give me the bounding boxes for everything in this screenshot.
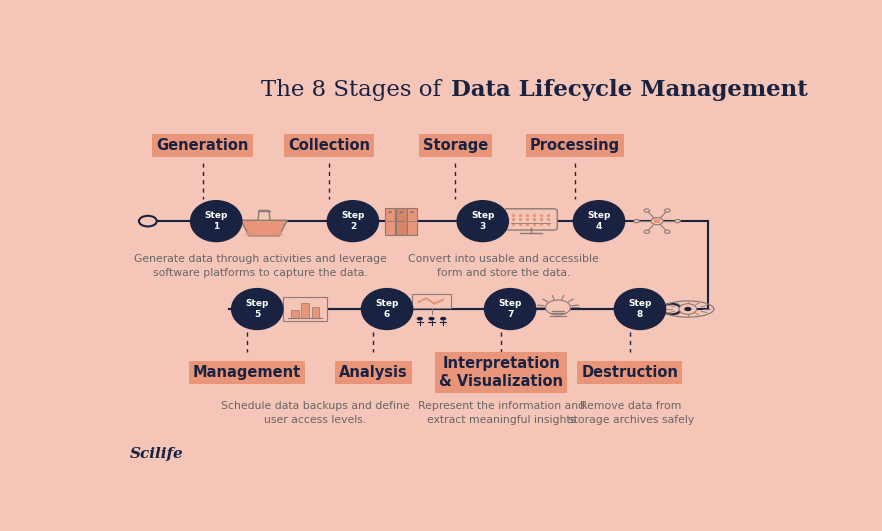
Ellipse shape: [191, 201, 242, 242]
Circle shape: [679, 304, 697, 314]
Text: Data Lifecycle Management: Data Lifecycle Management: [451, 79, 807, 101]
Circle shape: [644, 209, 649, 212]
Circle shape: [675, 219, 680, 223]
FancyBboxPatch shape: [654, 219, 660, 223]
Text: Step
7: Step 7: [498, 299, 522, 319]
Circle shape: [684, 307, 691, 311]
Text: Interpretation
& Visualization: Interpretation & Visualization: [439, 356, 564, 389]
Text: Management: Management: [193, 365, 301, 380]
Circle shape: [388, 211, 392, 213]
Text: Remove data from
storage archives safely: Remove data from storage archives safely: [568, 401, 694, 425]
FancyBboxPatch shape: [504, 209, 557, 230]
Circle shape: [651, 218, 663, 225]
Text: Step
4: Step 4: [587, 211, 610, 231]
Text: Analysis: Analysis: [339, 365, 407, 380]
Circle shape: [410, 211, 414, 213]
Text: Scilife: Scilife: [130, 447, 183, 461]
FancyBboxPatch shape: [412, 294, 451, 309]
Ellipse shape: [327, 201, 378, 242]
Text: Generation: Generation: [156, 138, 249, 153]
Text: Destruction: Destruction: [581, 365, 678, 380]
Text: Generate data through activities and leverage
software platforms to capture the : Generate data through activities and lev…: [134, 254, 387, 278]
Text: Represent the information and
extract meaningful insights: Represent the information and extract me…: [418, 401, 585, 425]
Text: Processing: Processing: [530, 138, 620, 153]
Polygon shape: [241, 220, 288, 236]
FancyBboxPatch shape: [385, 208, 395, 235]
Circle shape: [429, 317, 435, 321]
Text: Storage: Storage: [422, 138, 488, 153]
Ellipse shape: [573, 201, 624, 242]
Ellipse shape: [615, 289, 666, 329]
Text: Step
2: Step 2: [341, 211, 364, 231]
Text: Convert into usable and accessible
form and store the data.: Convert into usable and accessible form …: [407, 254, 599, 278]
Text: Step
6: Step 6: [376, 299, 399, 319]
Circle shape: [665, 230, 670, 234]
Circle shape: [634, 219, 639, 223]
Circle shape: [139, 216, 157, 226]
Circle shape: [644, 230, 649, 234]
Ellipse shape: [232, 289, 283, 329]
Text: Step
3: Step 3: [471, 211, 495, 231]
Text: Step
1: Step 1: [205, 211, 228, 231]
Polygon shape: [245, 226, 283, 236]
Ellipse shape: [457, 201, 508, 242]
Circle shape: [545, 300, 571, 315]
Text: Collection: Collection: [288, 138, 370, 153]
Ellipse shape: [362, 289, 413, 329]
Circle shape: [400, 211, 403, 213]
Text: The 8 Stages of: The 8 Stages of: [261, 79, 449, 101]
Circle shape: [416, 317, 423, 321]
Text: Schedule data backups and define
user access levels.: Schedule data backups and define user ac…: [221, 401, 409, 425]
FancyBboxPatch shape: [311, 307, 319, 319]
Text: Step
5: Step 5: [245, 299, 269, 319]
Ellipse shape: [484, 289, 535, 329]
FancyBboxPatch shape: [283, 297, 327, 321]
FancyBboxPatch shape: [396, 208, 407, 235]
Polygon shape: [258, 210, 270, 220]
FancyBboxPatch shape: [407, 208, 417, 235]
FancyBboxPatch shape: [301, 303, 309, 319]
Circle shape: [665, 209, 670, 212]
Circle shape: [662, 304, 680, 314]
Circle shape: [440, 317, 446, 321]
Text: Step
8: Step 8: [628, 299, 652, 319]
FancyBboxPatch shape: [291, 310, 299, 319]
